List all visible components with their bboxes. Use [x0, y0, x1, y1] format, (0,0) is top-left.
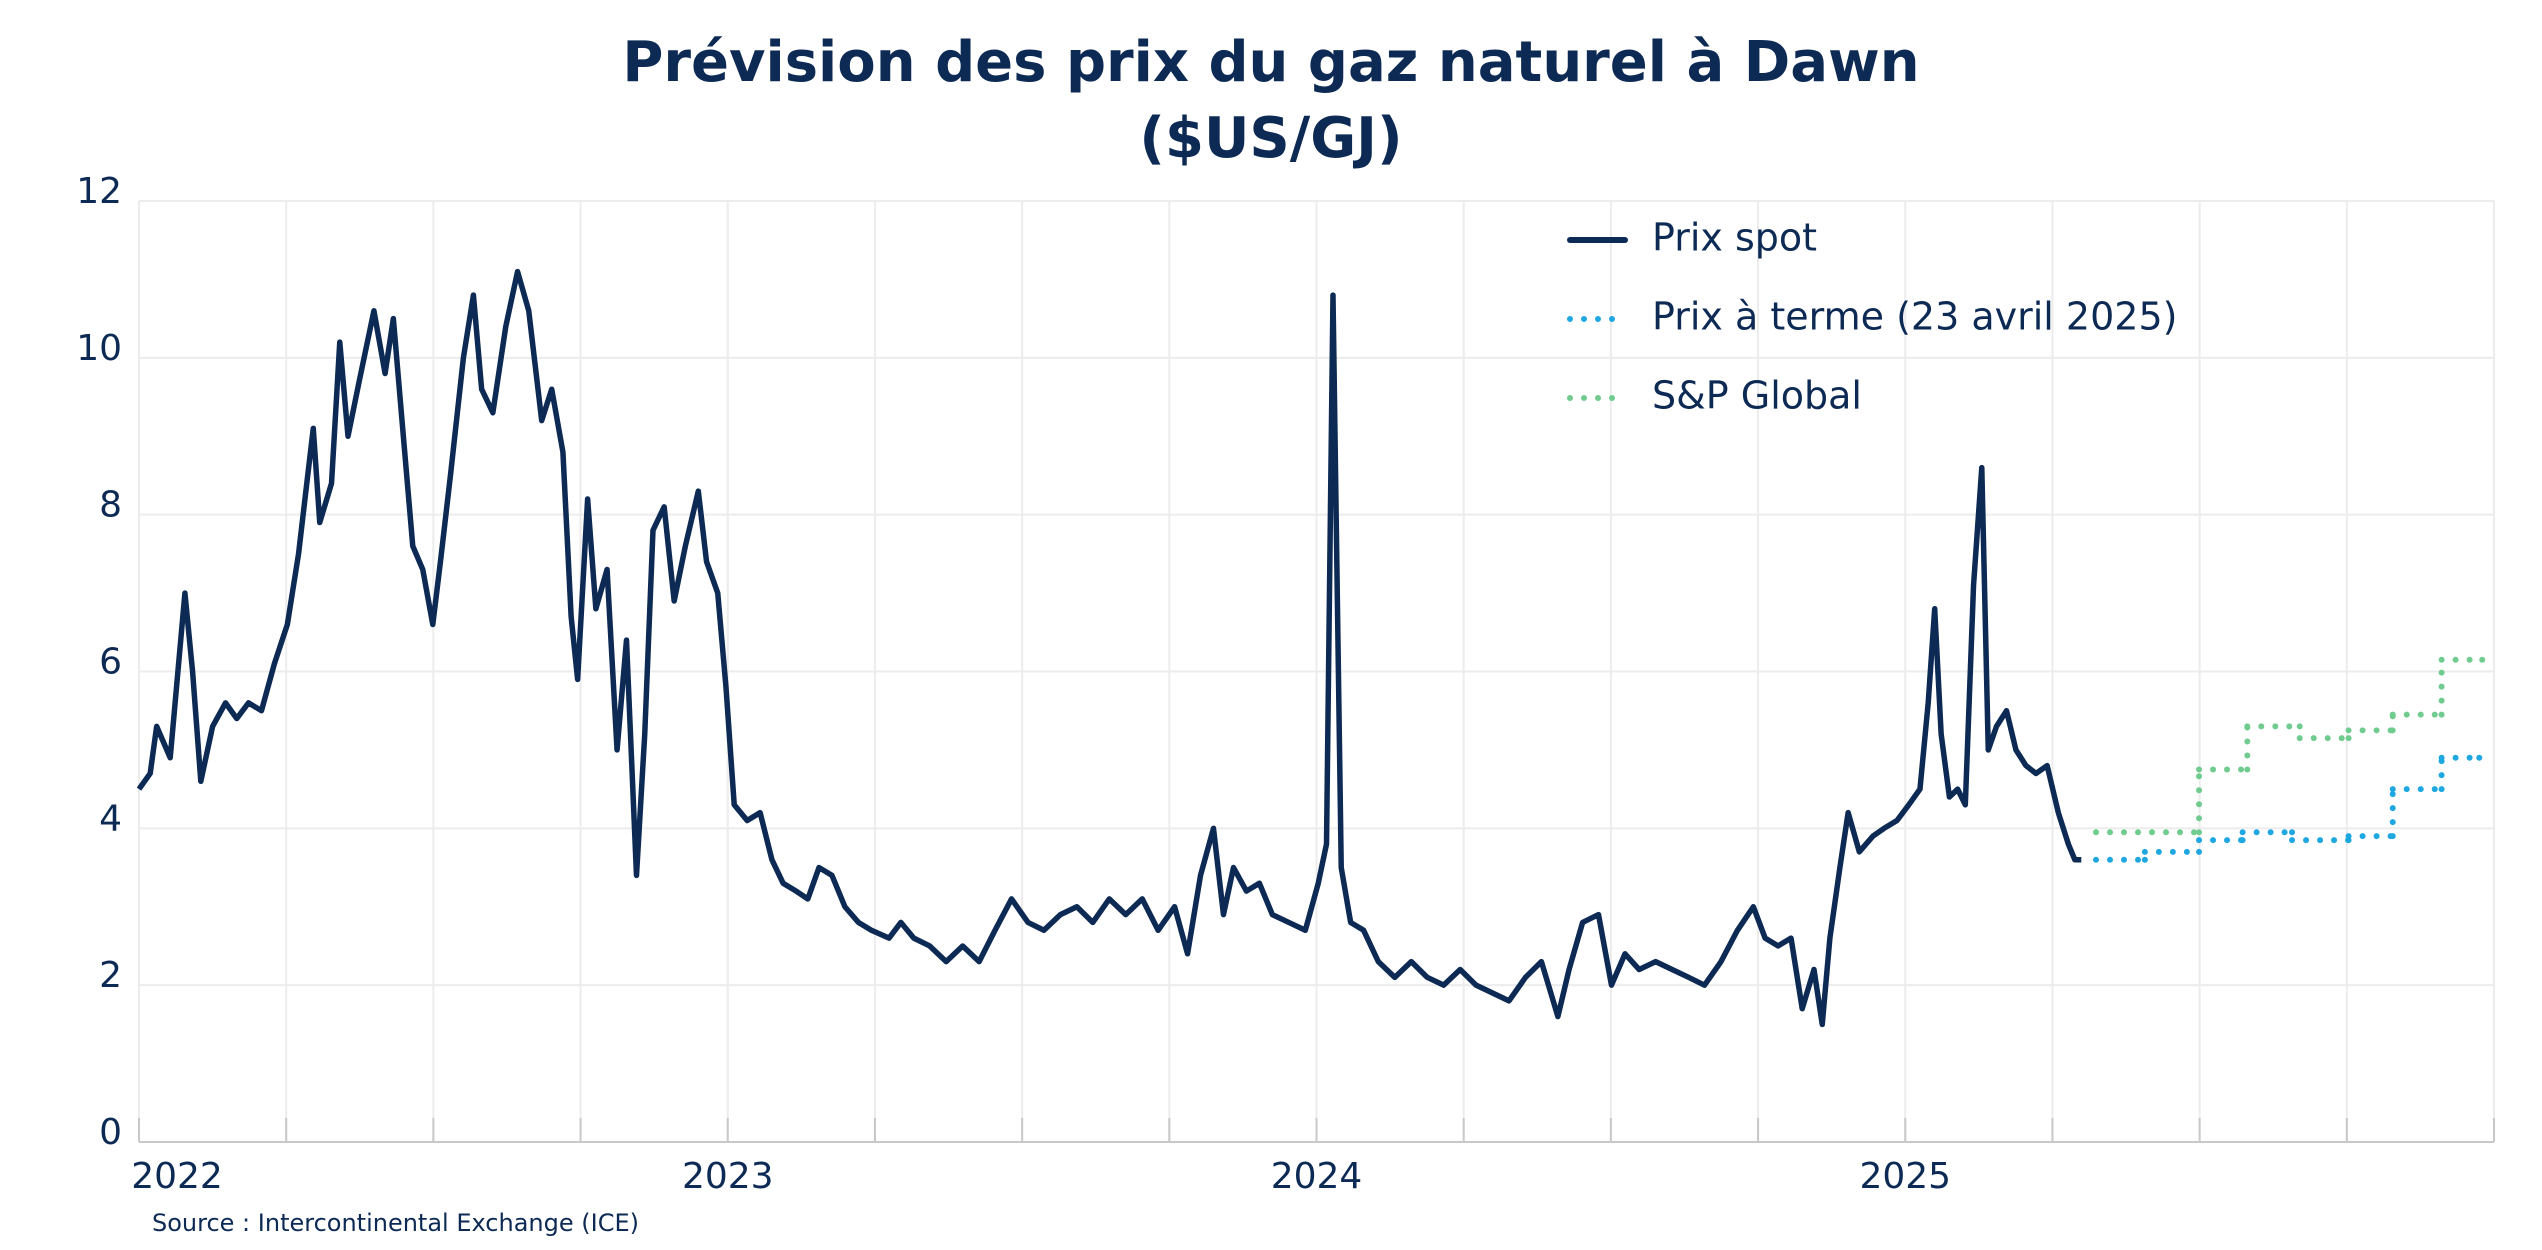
y-tick-label: 2: [99, 955, 122, 996]
x-tick-label: 2022: [131, 1156, 223, 1197]
chart-title: Prévision des prix du gaz naturel à Dawn: [622, 30, 1919, 95]
y-tick-label: 10: [76, 328, 122, 369]
y-tick-label: 0: [99, 1112, 122, 1153]
legend-label: Prix spot: [1652, 216, 1817, 260]
y-tick-label: 4: [99, 798, 122, 839]
x-tick-label: 2023: [682, 1156, 774, 1197]
spot-line: [136, 268, 2082, 1028]
chart-title: ($US/GJ): [1139, 106, 1402, 171]
y-tick-label: 12: [76, 171, 122, 212]
y-tick-label: 8: [99, 485, 122, 526]
legend-label: Prix à terme (23 avril 2025): [1652, 295, 2177, 339]
x-tick-label: 2025: [1859, 1156, 1951, 1197]
legend-label: S&P Global: [1652, 374, 1862, 418]
source: Source : Intercontinental Exchange (ICE): [152, 1209, 639, 1237]
y-tick-label: 6: [99, 642, 122, 683]
x-tick-label: 2024: [1271, 1156, 1363, 1197]
